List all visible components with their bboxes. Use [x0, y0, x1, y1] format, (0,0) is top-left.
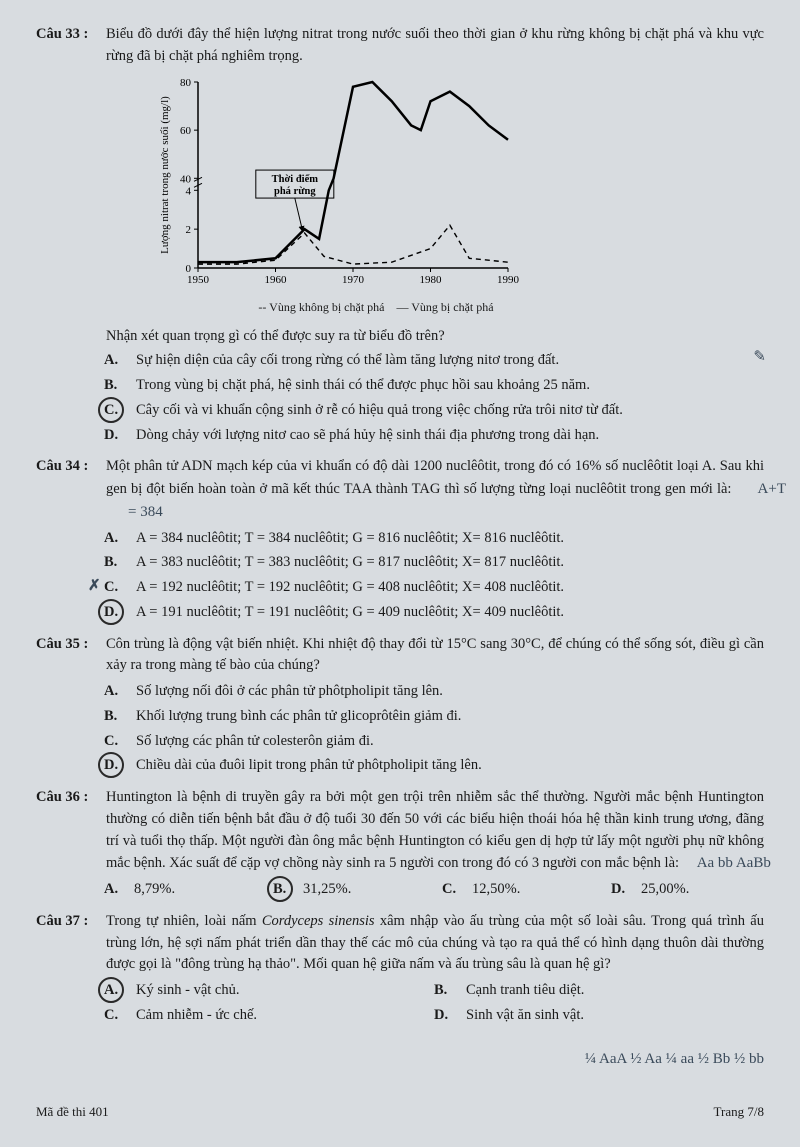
opt-label-C: C.	[104, 731, 128, 753]
q37-text: Trong tự nhiên, loài nấm Cordyceps sinen…	[106, 911, 764, 976]
opt-label-C: C.✗	[104, 577, 128, 599]
opt-label-C: C.	[104, 1005, 128, 1027]
q37-label: Câu 37 :	[36, 911, 98, 976]
q35-label: Câu 35 :	[36, 634, 98, 678]
q34-opt-D: A = 191 nuclêôtit; T = 191 nuclêôtit; G …	[136, 602, 764, 624]
q36-text: Huntington là bệnh di truyền gây ra bởi …	[106, 787, 764, 875]
footer-right: Trang 7/8	[714, 1102, 764, 1122]
svg-text:Lượng nitrat trong nước suối (: Lượng nitrat trong nước suối (mg/l)	[159, 95, 171, 253]
opt-label-B: B.	[104, 552, 128, 574]
opt-label-B: B.	[273, 879, 297, 901]
q36-opt-A: 8,79%.	[134, 879, 175, 901]
q37-opt-B: Cạnh tranh tiêu diệt.	[466, 980, 764, 1002]
strike-mark-icon: ✗	[88, 575, 101, 598]
question-35: Câu 35 : Côn trùng là động vật biến nhiệ…	[36, 634, 764, 778]
svg-text:80: 80	[180, 77, 192, 89]
q33-opt-A: Sự hiện diện của cây cối trong rừng có t…	[136, 350, 764, 372]
q33-opt-B: Trong vùng bị chặt phá, hệ sinh thái có …	[136, 375, 764, 397]
legend-dashed: -- Vùng không bị chặt phá	[258, 300, 384, 314]
q33-stem2: Nhận xét quan trọng gì có thể được suy r…	[106, 326, 764, 348]
opt-label-A: A.	[104, 528, 128, 550]
opt-label-B: B.	[104, 706, 128, 728]
q33-opt-D: Dòng chảy với lượng nitơ cao sẽ phá hủy …	[136, 425, 764, 447]
q36-opt-C: 12,50%.	[472, 879, 520, 901]
question-37: Câu 37 : Trong tự nhiên, loài nấm Cordyc…	[36, 911, 764, 1030]
svg-text:Thời điểm: Thời điểm	[272, 174, 319, 185]
svg-text:1960: 1960	[265, 274, 288, 286]
q33-label: Câu 33 :	[36, 24, 98, 68]
q35-opt-C: Số lượng các phân tử colesterôn giảm đi.	[136, 731, 764, 753]
question-36: Câu 36 : Huntington là bệnh di truyền gâ…	[36, 787, 764, 901]
footer-left: Mã đề thi 401	[36, 1102, 109, 1122]
svg-text:2: 2	[186, 224, 192, 236]
q34-opt-A: A = 384 nuclêôtit; T = 384 nuclêôtit; G …	[136, 528, 764, 550]
q36-opt-D: 25,00%.	[641, 879, 689, 901]
q34-opt-C: A = 192 nuclêôtit; T = 192 nuclêôtit; G …	[136, 577, 764, 599]
q33-chart: 80604042019501960197019801990Lượng nitra…	[156, 76, 596, 316]
opt-label-D: D.	[611, 879, 635, 901]
svg-text:1980: 1980	[420, 274, 443, 286]
svg-text:phá rừng: phá rừng	[274, 186, 316, 197]
opt-label-A: A.	[104, 879, 128, 901]
opt-label-A: A.	[104, 350, 128, 372]
opt-label-C: C.	[442, 879, 466, 901]
opt-label-D: D.	[434, 1005, 458, 1027]
q35-opt-B: Khối lượng trung bình các phân tử glicop…	[136, 706, 764, 728]
svg-text:40: 40	[180, 173, 192, 185]
svg-text:60: 60	[180, 125, 192, 137]
legend-solid: — Vùng bị chặt phá	[396, 300, 493, 314]
svg-text:4: 4	[186, 185, 192, 197]
bottom-handwriting: ¼ AaA ½ Aa ¼ aa ½ Bb ½ bb	[36, 1048, 764, 1071]
q37-opt-D: Sinh vật ăn sinh vật.	[466, 1005, 764, 1027]
q33-opt-C: Cây cối và vi khuẩn cộng sinh ở rễ có hi…	[136, 400, 764, 422]
opt-label-C: C.	[104, 400, 128, 422]
svg-text:1970: 1970	[342, 274, 365, 286]
q37-opt-C: Cảm nhiễm - ức chế.	[136, 1005, 434, 1027]
q35-text: Côn trùng là động vật biến nhiệt. Khi nh…	[106, 634, 764, 678]
opt-label-D: D.	[104, 425, 128, 447]
q34-opt-B: A = 383 nuclêôtit; T = 383 nuclêôtit; G …	[136, 552, 764, 574]
pen-mark-icon: ✎	[753, 346, 766, 369]
q33-text: Biểu đồ dưới đây thể hiện lượng nitrat t…	[106, 24, 764, 68]
question-33: Câu 33 : Biểu đồ dưới đây thể hiện lượng…	[36, 24, 764, 446]
opt-label-A: A.	[104, 681, 128, 703]
opt-label-D: D.	[104, 755, 128, 777]
chart-svg: 80604042019501960197019801990Lượng nitra…	[156, 76, 536, 296]
q35-opt-D: Chiều dài của đuôi lipit trong phân tử p…	[136, 755, 764, 777]
opt-label-B: B.	[104, 375, 128, 397]
q34-text: Một phân tử ADN mạch kép của vi khuẩn có…	[106, 456, 764, 523]
q36-annotation: Aa bb AaBb	[697, 855, 771, 871]
opt-label-B: B.	[434, 980, 458, 1002]
q37-opt-A: Ký sinh - vật chủ.	[136, 980, 434, 1002]
q36-label: Câu 36 :	[36, 787, 98, 875]
q34-label: Câu 34 :	[36, 456, 98, 523]
q36-opt-B: 31,25%.	[303, 879, 351, 901]
chart-legend: -- Vùng không bị chặt phá — Vùng bị chặt…	[156, 298, 596, 316]
opt-label-D: D.	[104, 602, 128, 624]
page-footer: Mã đề thi 401 Trang 7/8	[36, 1102, 764, 1122]
question-34: Câu 34 : Một phân tử ADN mạch kép của vi…	[36, 456, 764, 623]
svg-text:1990: 1990	[497, 274, 520, 286]
svg-text:1950: 1950	[187, 274, 210, 286]
opt-label-A: A.	[104, 980, 128, 1002]
q35-opt-A: Số lượng nối đôi ở các phân tử phôtpholi…	[136, 681, 764, 703]
